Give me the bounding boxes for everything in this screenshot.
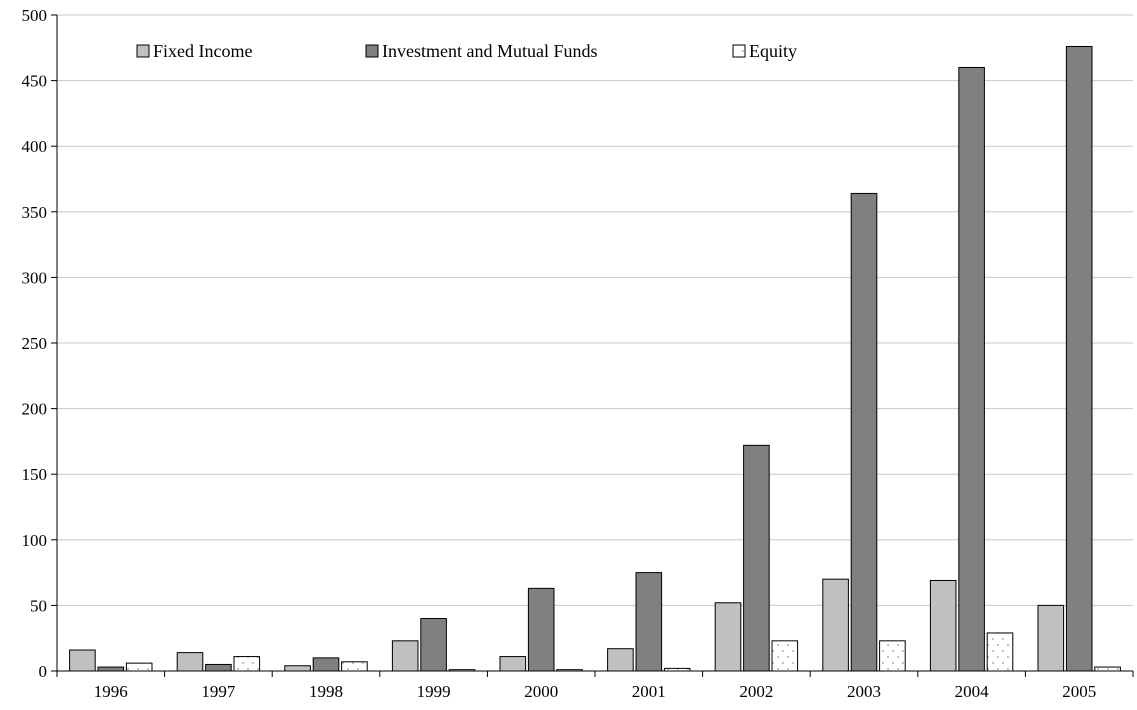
bar-fixed-income-1999 <box>391 640 419 672</box>
bar-fixed-income-2005 <box>1037 604 1065 672</box>
bar-equity-2004 <box>986 632 1014 672</box>
bar-investment-and-mutual-funds-2002 <box>743 444 770 672</box>
bar-fixed-income-2002 <box>714 602 742 672</box>
bar-investment-and-mutual-funds-1999 <box>420 618 447 672</box>
y-tick-label: 300 <box>22 268 48 287</box>
legend-swatch-fixed-income <box>136 44 150 58</box>
bar-equity-2002 <box>771 640 799 672</box>
x-tick-label: 2003 <box>847 682 881 701</box>
bar-equity-2005 <box>1094 666 1121 672</box>
bar-investment-and-mutual-funds-1998 <box>312 657 340 672</box>
y-tick-label: 100 <box>22 531 48 550</box>
bar-fixed-income-2004 <box>929 579 957 672</box>
bar-investment-and-mutual-funds-2004 <box>958 66 985 672</box>
x-tick-label: 1999 <box>417 682 451 701</box>
bar-investment-and-mutual-funds-2005 <box>1065 45 1093 672</box>
y-tick-label: 150 <box>22 465 48 484</box>
legend-label-equity: Equity <box>749 41 797 61</box>
legend-swatch-equity <box>732 44 746 58</box>
y-tick-label: 400 <box>22 137 48 156</box>
x-tick-label: 2001 <box>632 682 666 701</box>
y-tick-label: 250 <box>22 334 48 353</box>
bars <box>69 45 1121 672</box>
legend-label-investment-and-mutual-funds: Investment and Mutual Funds <box>382 41 597 61</box>
bar-fixed-income-2003 <box>822 578 849 672</box>
x-tick-label: 1996 <box>94 682 128 701</box>
legend: Fixed Income Investment and Mutual Funds E… <box>136 41 797 61</box>
bar-fixed-income-1998 <box>284 665 311 672</box>
bar-investment-and-mutual-funds-2003 <box>850 192 878 672</box>
bar-equity-1998 <box>341 661 368 672</box>
bar-equity-2003 <box>879 640 906 672</box>
gridlines <box>57 14 1133 606</box>
x-tick-label: 2004 <box>955 682 990 701</box>
bar-fixed-income-2000 <box>499 656 527 672</box>
bar-investment-and-mutual-funds-2000 <box>527 587 555 672</box>
bar-investment-and-mutual-funds-1997 <box>205 663 232 672</box>
bar-equity-1997 <box>233 656 261 672</box>
y-tick-label: 350 <box>22 203 48 222</box>
y-tick-label: 0 <box>39 662 48 681</box>
bar-equity-1996 <box>125 662 153 672</box>
y-tick-label: 500 <box>22 6 48 25</box>
bar-investment-and-mutual-funds-1996 <box>97 666 125 672</box>
bar-investment-and-mutual-funds-2001 <box>635 572 663 672</box>
bar-fixed-income-2001 <box>607 648 634 672</box>
y-tick-label: 200 <box>22 400 48 419</box>
axes <box>51 14 1134 677</box>
legend-swatch-investment-and-mutual-funds <box>365 44 379 58</box>
x-tick-label: 1997 <box>201 682 236 701</box>
bar-fixed-income-1996 <box>69 649 96 672</box>
x-tick-label: 1998 <box>309 682 343 701</box>
x-tick-label: 2005 <box>1062 682 1096 701</box>
y-tick-label: 450 <box>22 72 48 91</box>
x-tick-label: 2002 <box>739 682 773 701</box>
bar-fixed-income-1997 <box>176 652 204 672</box>
x-tick-label: 2000 <box>524 682 558 701</box>
legend-label-fixed-income: Fixed Income <box>153 41 252 61</box>
x-tick-labels: 1996 1997 1998 1999 2000 2001 2002 2003 2004 2005 <box>94 682 1096 701</box>
y-tick-labels: 0 50 100 150 200 250 300 350 400 450 500 <box>22 6 48 681</box>
y-tick-label: 50 <box>30 596 47 615</box>
